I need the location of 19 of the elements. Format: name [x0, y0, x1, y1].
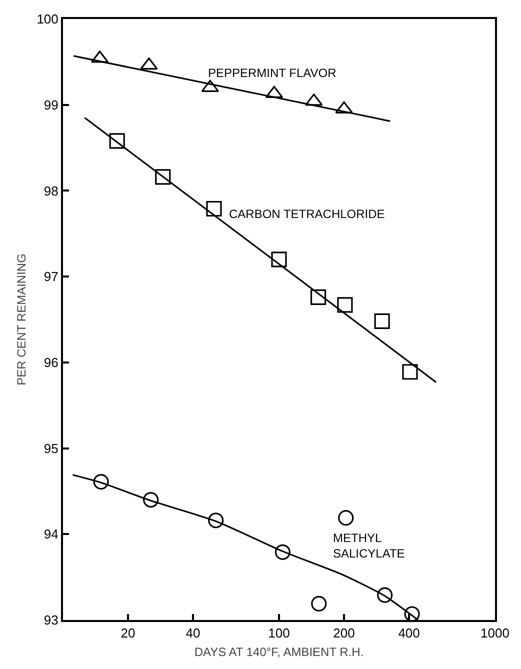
y-tick-label: 98 — [44, 183, 58, 198]
y-axis-title: PER CENT REMAINING — [14, 254, 28, 386]
y-tick-label: 99 — [44, 97, 58, 112]
x-tick-label: 100 — [268, 626, 290, 641]
x-tick-label: 200 — [333, 626, 355, 641]
x-tick-label: 40 — [186, 626, 200, 641]
y-tick-label: 94 — [44, 526, 58, 542]
x-tick-label: 400 — [398, 626, 420, 641]
series-label: PEPPERMINT FLAVOR — [208, 66, 337, 80]
y-tick-label: 100 — [36, 12, 58, 27]
series-label: METHYL SALICYLATE — [333, 531, 405, 561]
y-tick-label: 96 — [44, 354, 58, 370]
y-tick-label: 93 — [44, 612, 58, 628]
series-label: CARBON TETRACHLORIDE — [229, 207, 385, 221]
x-axis-title: DAYS AT 140°F, AMBIENT R.H. — [194, 645, 364, 659]
x-tick-label: 20 — [120, 626, 136, 641]
y-tick-label: 97 — [44, 269, 58, 284]
x-tick-label: 1000 — [480, 626, 510, 641]
y-tick-label: 95 — [44, 440, 58, 456]
